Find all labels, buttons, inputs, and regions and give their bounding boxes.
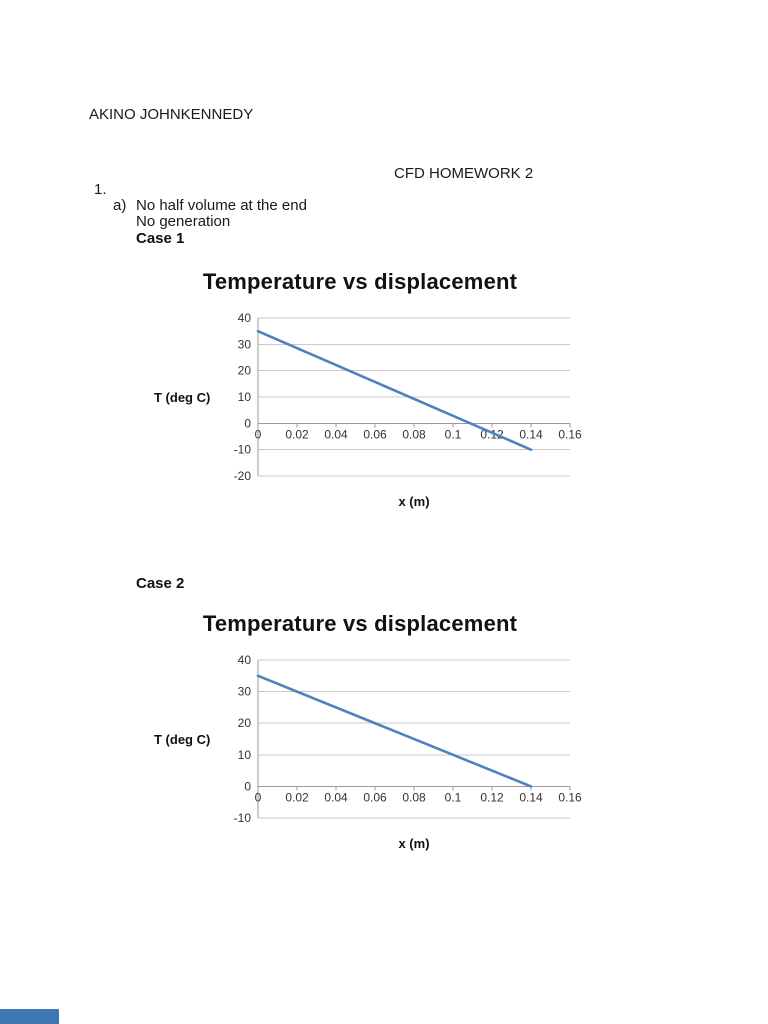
y-tick-label: -20 xyxy=(234,469,252,483)
x-tick-label: 0 xyxy=(255,790,262,804)
y-tick-label: 20 xyxy=(238,716,252,730)
list-number: 1. xyxy=(94,181,107,198)
case-2-label: Case 2 xyxy=(136,575,185,592)
x-tick-label: 0.14 xyxy=(519,427,543,441)
x-tick-label: 0.02 xyxy=(285,790,309,804)
y-tick-label: 30 xyxy=(238,337,252,351)
y-axis-title: T (deg C) xyxy=(154,732,211,747)
x-tick-label: 0.08 xyxy=(402,790,426,804)
y-tick-label: 40 xyxy=(238,311,252,325)
x-tick-label: 0.04 xyxy=(324,790,348,804)
series-line xyxy=(256,329,533,451)
list-item-a-line2: No generation xyxy=(136,213,231,230)
case-1-label: Case 1 xyxy=(136,230,185,247)
x-tick-label: 0 xyxy=(255,427,262,441)
author-name: AKINO JOHNKENNEDY xyxy=(89,106,254,123)
y-tick-label: -10 xyxy=(234,443,252,457)
y-tick-label: 20 xyxy=(238,364,252,378)
x-tick-label: 0.08 xyxy=(402,427,426,441)
x-tick-label: 0.16 xyxy=(558,427,582,441)
x-tick-label: 0.1 xyxy=(445,427,462,441)
y-axis-title: T (deg C) xyxy=(154,390,211,405)
x-tick-label: 0.06 xyxy=(363,790,387,804)
x-tick-label: 0.12 xyxy=(480,790,504,804)
x-tick-label: 0.06 xyxy=(363,427,387,441)
x-axis-title: x (m) xyxy=(398,494,430,509)
chart-case-2: Temperature vs displacement T (deg C) 40… xyxy=(140,606,600,858)
y-tick-label: -10 xyxy=(234,811,252,825)
y-tick-label: 30 xyxy=(238,685,252,699)
x-tick-label: 0.02 xyxy=(285,427,309,441)
chart-title: Temperature vs displacement xyxy=(202,611,518,636)
y-tick-label: 0 xyxy=(244,779,251,793)
list-item-a-letter: a) xyxy=(113,197,127,214)
x-tick-label: 0.1 xyxy=(445,790,462,804)
list-item-a-text: No half volume at the end xyxy=(136,197,307,214)
y-tick-label: 10 xyxy=(238,390,252,404)
y-tick-label: 10 xyxy=(238,748,252,762)
chart-case-1: Temperature vs displacement T (deg C) 40… xyxy=(140,264,600,516)
x-tick-label: 0.16 xyxy=(558,790,582,804)
document-heading: CFD HOMEWORK 2 xyxy=(394,165,534,182)
x-tick-label: 0.14 xyxy=(519,790,543,804)
x-axis-title: x (m) xyxy=(398,836,430,851)
chart-title: Temperature vs displacement xyxy=(202,269,518,294)
series-line xyxy=(256,674,533,788)
y-tick-label: 40 xyxy=(238,653,252,667)
list-item-a: a) No half volume at the end xyxy=(113,197,307,214)
x-tick-label: 0.04 xyxy=(324,427,348,441)
next-page-edge xyxy=(0,1009,59,1024)
y-tick-label: 0 xyxy=(244,416,251,430)
